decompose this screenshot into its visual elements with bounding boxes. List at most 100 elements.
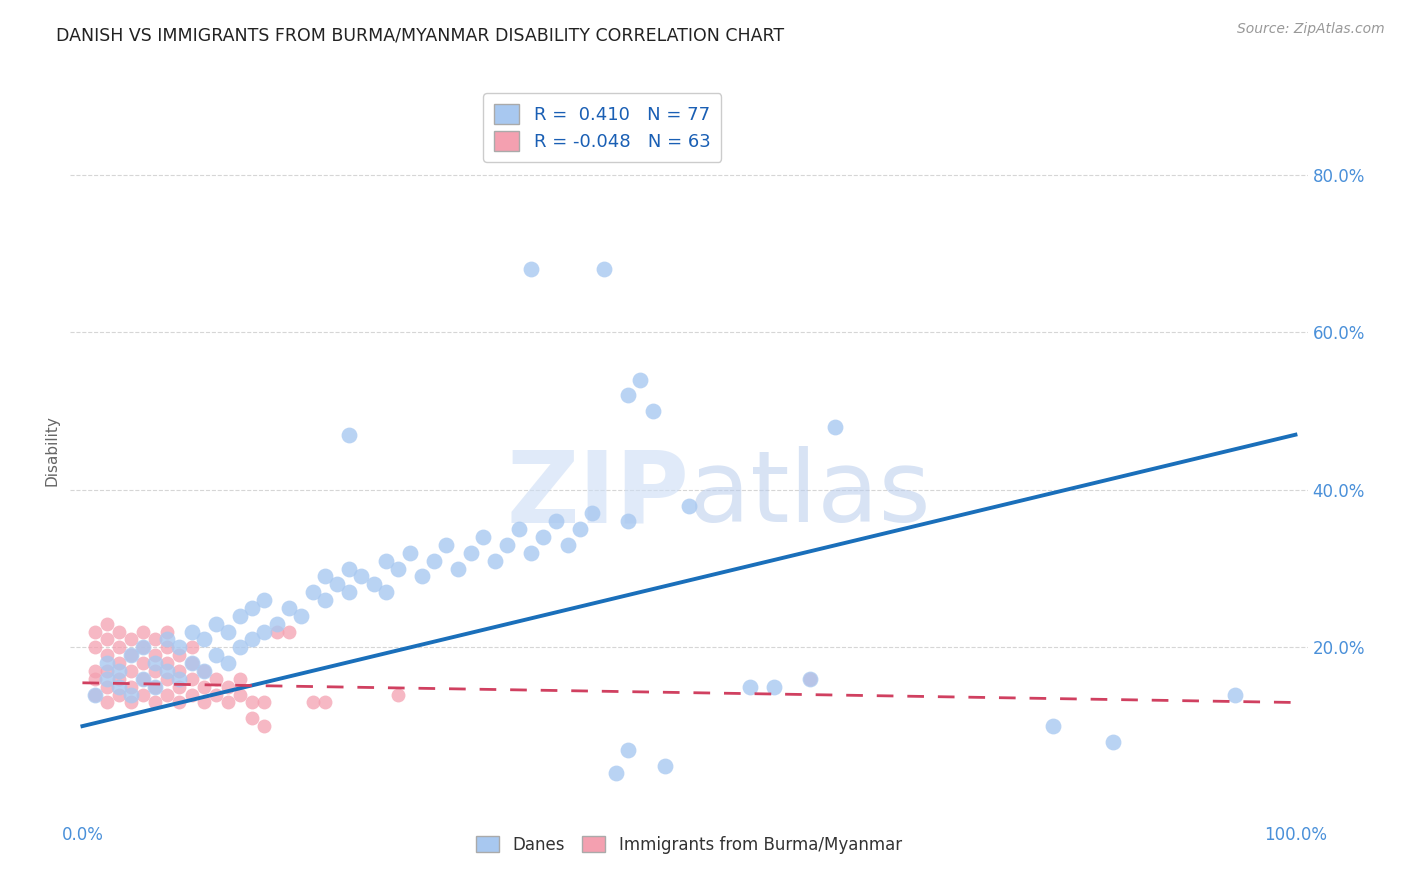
Point [544, 514, 567, 528]
Text: ZIP: ZIP [506, 446, 689, 543]
Point [143, 656, 166, 670]
Point [434, 538, 457, 552]
Point [266, 616, 288, 631]
Point [108, 640, 131, 655]
Point [132, 624, 155, 639]
Point [217, 696, 239, 710]
Point [143, 648, 166, 663]
Point [180, 624, 202, 639]
Point [496, 538, 519, 552]
Point [120, 696, 142, 710]
Point [253, 624, 276, 639]
Point [762, 680, 785, 694]
Point [205, 688, 228, 702]
Point [120, 664, 142, 678]
Point [229, 688, 252, 702]
Point [156, 664, 179, 678]
Point [83, 688, 105, 702]
Point [253, 696, 276, 710]
Point [277, 624, 299, 639]
Point [387, 688, 409, 702]
Point [1042, 719, 1064, 733]
Point [180, 672, 202, 686]
Point [143, 664, 166, 678]
Point [399, 546, 422, 560]
Point [108, 672, 131, 686]
Point [387, 561, 409, 575]
Point [193, 696, 215, 710]
Point [277, 601, 299, 615]
Point [337, 585, 360, 599]
Point [143, 696, 166, 710]
Point [471, 530, 494, 544]
Point [108, 680, 131, 694]
Point [132, 640, 155, 655]
Point [253, 593, 276, 607]
Point [484, 554, 506, 568]
Point [531, 530, 554, 544]
Point [132, 656, 155, 670]
Point [266, 624, 288, 639]
Point [229, 608, 252, 623]
Text: Source: ZipAtlas.com: Source: ZipAtlas.com [1237, 22, 1385, 37]
Point [617, 514, 640, 528]
Point [824, 420, 846, 434]
Point [96, 616, 118, 631]
Point [83, 672, 105, 686]
Point [96, 648, 118, 663]
Point [326, 577, 349, 591]
Point [120, 688, 142, 702]
Point [120, 632, 142, 647]
Point [229, 672, 252, 686]
Point [156, 624, 179, 639]
Point [374, 554, 396, 568]
Point [169, 696, 191, 710]
Point [205, 616, 228, 631]
Point [411, 569, 433, 583]
Point [253, 719, 276, 733]
Point [143, 680, 166, 694]
Point [508, 522, 530, 536]
Point [193, 632, 215, 647]
Point [568, 522, 591, 536]
Point [132, 688, 155, 702]
Point [1102, 735, 1125, 749]
Point [120, 648, 142, 663]
Point [169, 680, 191, 694]
Point [240, 632, 263, 647]
Point [1223, 688, 1246, 702]
Point [108, 624, 131, 639]
Point [290, 608, 312, 623]
Point [83, 624, 105, 639]
Point [617, 743, 640, 757]
Point [240, 601, 263, 615]
Point [363, 577, 385, 591]
Point [180, 656, 202, 670]
Point [156, 640, 179, 655]
Point [605, 766, 627, 780]
Point [205, 648, 228, 663]
Point [678, 499, 700, 513]
Point [314, 696, 336, 710]
Point [132, 672, 155, 686]
Point [180, 688, 202, 702]
Point [96, 632, 118, 647]
Point [217, 656, 239, 670]
Point [738, 680, 761, 694]
Point [217, 624, 239, 639]
Point [423, 554, 446, 568]
Text: atlas: atlas [689, 446, 931, 543]
Point [108, 688, 131, 702]
Point [83, 640, 105, 655]
Point [120, 648, 142, 663]
Point [156, 656, 179, 670]
Point [205, 672, 228, 686]
Point [337, 427, 360, 442]
Point [169, 648, 191, 663]
Point [132, 640, 155, 655]
Point [240, 711, 263, 725]
Point [628, 373, 651, 387]
Point [337, 561, 360, 575]
Point [169, 640, 191, 655]
Point [96, 696, 118, 710]
